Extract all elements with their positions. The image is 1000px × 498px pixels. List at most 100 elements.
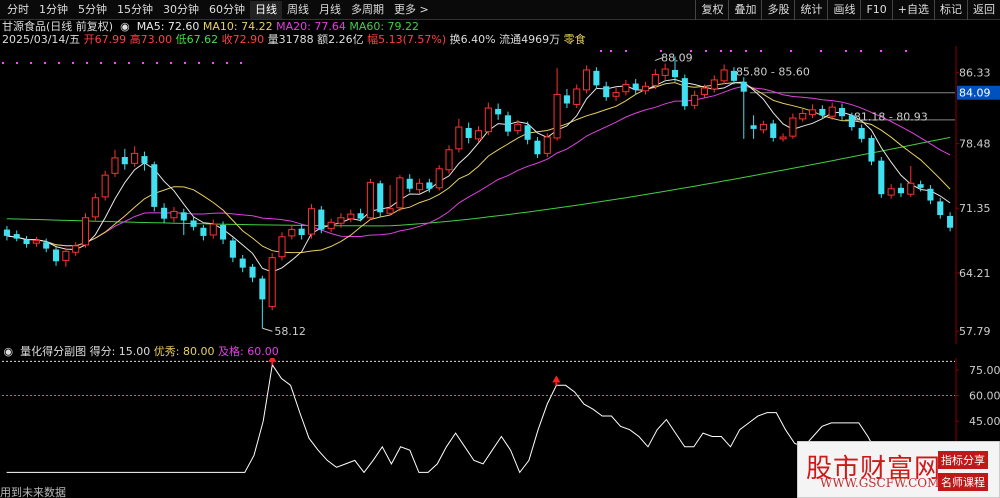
quote-change: 幅5.13(7.57%) [367,33,447,46]
candle-down [190,220,197,227]
toolbar-button-3[interactable]: 统计 [794,0,827,20]
quote-high: 高73.00 [129,33,173,46]
candle-down [151,164,158,207]
tab-4[interactable]: 30分钟 [163,3,199,16]
signal-dot [790,50,792,52]
signal-dot [198,62,200,64]
toolbar-button-5[interactable]: F10 [860,0,891,20]
toolbar-button-1[interactable]: 叠加 [728,0,761,20]
candle-up [307,208,316,235]
signal-dot [212,62,214,64]
sub-pass: 及格: 60.00 [218,345,279,358]
price-axis-label: 86.33 [959,66,991,79]
candle-down [947,215,954,228]
tab-9[interactable]: 多周期 [351,3,384,16]
candle-down [161,207,168,219]
candle-down [563,95,570,104]
tab-0[interactable]: 分时 [7,3,29,16]
low-price-label: 58.12 [274,325,306,338]
quote-industry[interactable]: 零食 [563,33,586,46]
tab-5[interactable]: 60分钟 [209,3,245,16]
candlestick-chart[interactable]: 86.33 84.09 78.48 71.35 64.21 57.79 88.09 58.12… [0,46,1000,344]
tab-7[interactable]: 周线 [287,3,309,16]
tab-8[interactable]: 月线 [319,3,341,16]
signal-dot [16,62,18,64]
candle-up [484,107,492,133]
watermark-url: WWW.GSCFW.COM [820,476,940,490]
signal-dot [860,50,862,52]
candle-down [671,69,679,78]
candle-up [691,94,699,106]
candle-up [101,174,109,198]
score-chart[interactable]: 75.00 60.00 45.00 [0,358,1000,498]
candle-up [72,245,80,253]
candle-up [622,83,630,93]
high-price-label: 88.09 [661,51,693,64]
candle-down [121,157,128,165]
candle-up [455,126,463,150]
signal-dot [2,62,4,64]
watermark-title: 股市财富网 [806,454,942,484]
candle-down [259,278,266,300]
candle-down [603,86,610,98]
signal-dot [730,50,732,52]
candle-up [474,130,483,140]
candle-down [357,213,364,219]
candle-down [593,70,600,86]
tab-6[interactable]: 日线 [250,1,282,19]
quote-turnover: 换6.40% [449,33,496,46]
signal-dot [114,62,116,64]
toolbar-button-4[interactable]: 画线 [827,0,860,20]
candle-up [170,210,178,219]
signal-dot [600,50,602,52]
toolbar-button-2[interactable]: 多股 [761,0,794,20]
candle-up [396,177,404,209]
signal-dot [905,50,907,52]
signal-dot [30,62,32,64]
candle-up [445,149,453,171]
candle-down [770,123,777,138]
candle-up [268,257,276,308]
signal-dot [760,50,762,52]
tab-10[interactable]: 更多 > [394,3,429,16]
ma5-line [6,78,951,273]
signal-dot [610,50,612,52]
candle-up [799,112,807,120]
candle-up [553,93,561,139]
toolbar-button-7[interactable]: 标记 [934,0,967,20]
signal-dot [720,50,722,52]
score-line [6,363,951,489]
signal-dot [58,62,60,64]
tab-2[interactable]: 5分钟 [78,3,107,16]
watermark-tag-courses: 名师课程 [938,473,988,491]
price-axis-label: 71.35 [959,202,991,215]
candle-down [897,187,905,194]
candle-down [917,184,924,188]
ma-toggle-icon[interactable]: ◉ [116,20,134,33]
toolbar-button-0[interactable]: 复权 [695,0,728,20]
sub-toggle-icon[interactable]: ◉ [0,345,17,358]
candle-up [710,79,718,90]
candle-down [377,183,384,213]
candle-up [661,68,669,76]
candle-down [730,70,737,81]
toolbar-button-8[interactable]: 返回 [967,0,1000,20]
signal-dot [880,50,882,52]
tab-3[interactable]: 15分钟 [117,3,153,16]
candle-down [239,258,246,268]
candle-down [229,240,236,258]
candle-down [298,228,305,235]
tab-1[interactable]: 1分钟 [39,3,68,16]
candle-down [220,225,227,240]
toolbar-button-6[interactable]: +自选 [891,0,934,20]
sub-axis-label: 45.00 [969,415,1000,428]
candle-up [386,208,394,214]
signal-dot [240,62,242,64]
candle-up [641,85,650,92]
signal-dot [170,62,172,64]
period-tabs: 分时 1分钟 5分钟 15分钟 30分钟 60分钟 日线 周线 月线 多周期 更多 > [2,0,434,20]
price-axis-label: 64.21 [959,267,991,280]
candle-down [848,115,855,128]
signal-dot [660,50,662,52]
candle-up [416,182,424,191]
